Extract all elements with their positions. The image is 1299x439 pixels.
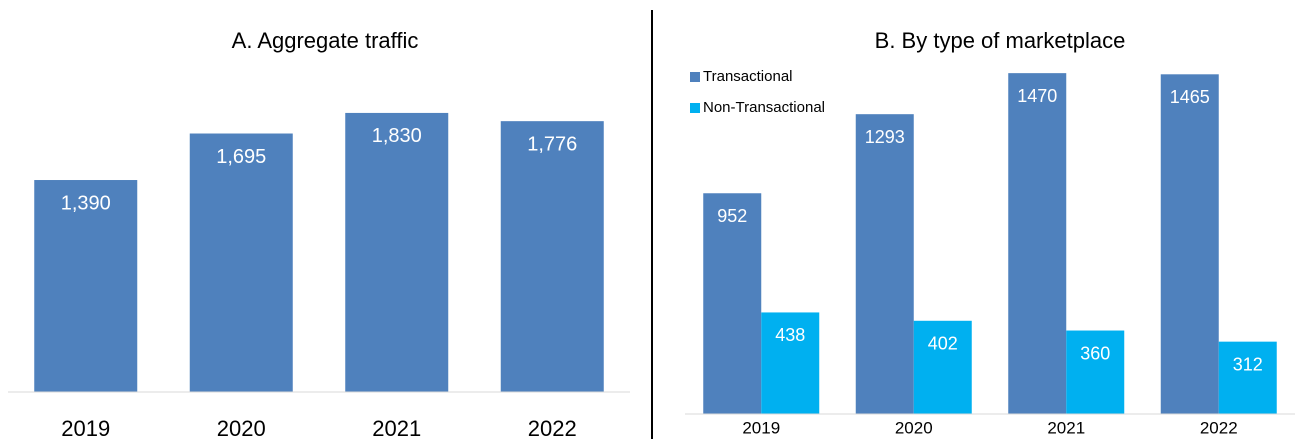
- x-tick-label: 2019: [61, 416, 110, 439]
- value-label: 1470: [1017, 86, 1057, 106]
- value-label: 1465: [1170, 87, 1210, 107]
- bar: [1160, 74, 1219, 414]
- chart-title: A. Aggregate traffic: [232, 28, 419, 53]
- bar: [500, 121, 604, 392]
- value-label: 1293: [865, 127, 905, 147]
- x-tick-label: 2020: [895, 418, 933, 437]
- legend-label: Transactional: [703, 68, 793, 85]
- bar: [913, 320, 972, 414]
- bar: [761, 312, 820, 414]
- value-label: 952: [717, 206, 747, 226]
- bar: [1008, 73, 1067, 415]
- bar: [1218, 341, 1277, 414]
- legend-swatch: [690, 72, 700, 82]
- bar: [345, 112, 449, 393]
- x-tick-label: 2019: [742, 418, 780, 437]
- x-tick-label: 2021: [372, 416, 421, 439]
- value-label: 360: [1080, 343, 1110, 363]
- x-tick-label: 2022: [528, 416, 577, 439]
- value-label: 1,776: [527, 133, 577, 155]
- value-label: 1,830: [372, 125, 422, 147]
- bar: [34, 180, 138, 392]
- bar: [855, 114, 914, 415]
- value-label: 312: [1233, 354, 1263, 374]
- x-tick-label: 2022: [1200, 418, 1238, 437]
- legend-label: Non-Transactional: [703, 99, 825, 116]
- value-label: 438: [775, 325, 805, 345]
- bar: [189, 133, 293, 392]
- x-tick-label: 2021: [1047, 418, 1085, 437]
- bar: [703, 193, 762, 414]
- x-tick-label: 2020: [217, 416, 266, 439]
- chart-title: B. By type of marketplace: [875, 28, 1126, 53]
- bar: [1066, 330, 1125, 414]
- value-label: 402: [928, 334, 958, 354]
- value-label: 1,390: [61, 192, 111, 214]
- value-label: 1,695: [216, 146, 266, 168]
- legend-swatch: [690, 103, 700, 113]
